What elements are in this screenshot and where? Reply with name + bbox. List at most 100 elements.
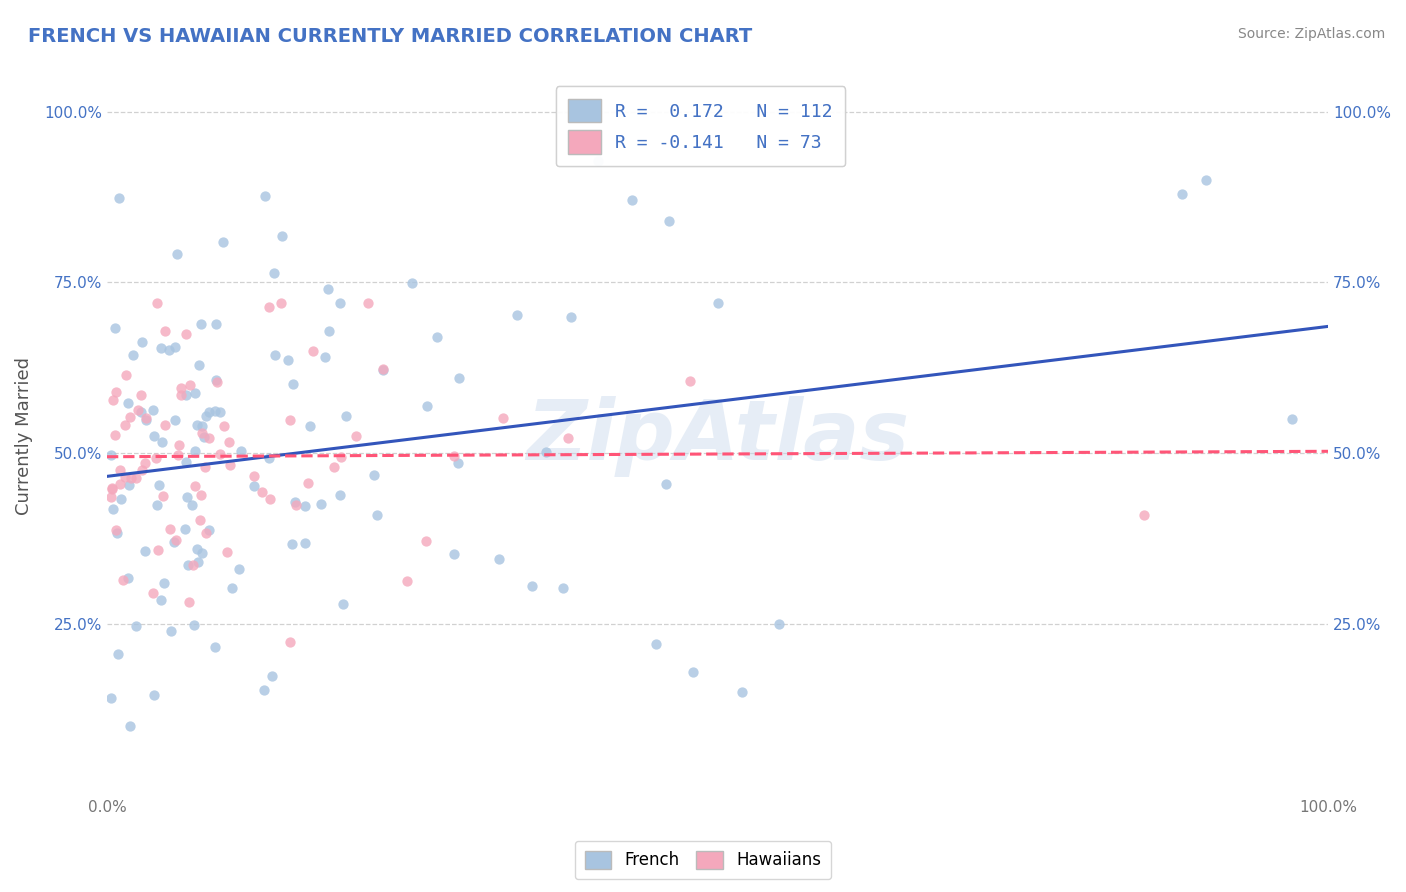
Point — [264, 348, 287, 362]
Point — [335, 409, 357, 423]
Point — [134, 457, 156, 471]
Point — [205, 376, 228, 390]
Point — [177, 595, 200, 609]
Point — [107, 191, 129, 205]
Point — [117, 478, 139, 492]
Point — [205, 318, 228, 332]
Point — [416, 400, 439, 414]
Point — [299, 418, 322, 433]
Point — [186, 542, 208, 557]
Point — [250, 484, 273, 499]
Point — [167, 438, 190, 452]
Point — [131, 463, 153, 477]
Point — [107, 647, 129, 661]
Point — [330, 450, 353, 465]
Point — [1133, 508, 1156, 522]
Point — [1281, 412, 1303, 426]
Point — [302, 344, 325, 359]
Point — [294, 536, 316, 550]
Point — [253, 682, 276, 697]
Point — [1170, 186, 1192, 201]
Point — [146, 543, 169, 558]
Point — [344, 428, 367, 442]
Point — [101, 483, 124, 497]
Point — [142, 403, 165, 417]
Point — [101, 501, 124, 516]
Point — [329, 296, 352, 310]
Point — [366, 508, 388, 523]
Point — [150, 435, 173, 450]
Point — [449, 371, 471, 385]
Point — [586, 154, 609, 169]
Point — [150, 341, 173, 355]
Point — [174, 327, 197, 342]
Point — [165, 340, 187, 354]
Point — [131, 334, 153, 349]
Point — [122, 348, 145, 362]
Point — [294, 499, 316, 513]
Point — [145, 296, 167, 310]
Point — [621, 194, 644, 208]
Point — [135, 410, 157, 425]
Point — [167, 448, 190, 462]
Point — [215, 544, 238, 558]
Point — [134, 544, 156, 558]
Point — [283, 376, 305, 391]
Point — [1195, 173, 1218, 187]
Point — [104, 321, 127, 335]
Text: ZipAtlas: ZipAtlas — [526, 395, 910, 476]
Point — [212, 235, 235, 250]
Text: FRENCH VS HAWAIIAN CURRENTLY MARRIED CORRELATION CHART: FRENCH VS HAWAIIAN CURRENTLY MARRIED COR… — [28, 27, 752, 45]
Point — [768, 616, 790, 631]
Point — [174, 522, 197, 536]
Point — [105, 525, 128, 540]
Point — [159, 624, 181, 638]
Point — [218, 458, 240, 472]
Point — [170, 388, 193, 402]
Point — [278, 412, 301, 426]
Point — [506, 308, 529, 322]
Point — [415, 533, 437, 548]
Point — [658, 214, 681, 228]
Point — [270, 296, 292, 310]
Point — [100, 448, 122, 462]
Point — [174, 388, 197, 402]
Point — [174, 455, 197, 469]
Point — [153, 576, 176, 591]
Point — [560, 310, 582, 324]
Y-axis label: Currently Married: Currently Married — [15, 357, 32, 515]
Point — [135, 413, 157, 427]
Point — [194, 460, 217, 475]
Point — [311, 497, 333, 511]
Point — [277, 352, 299, 367]
Point — [212, 419, 235, 434]
Point — [191, 419, 214, 434]
Point — [104, 384, 127, 399]
Point — [184, 479, 207, 493]
Point — [198, 404, 221, 418]
Point — [520, 579, 543, 593]
Point — [198, 432, 221, 446]
Point — [197, 523, 219, 537]
Point — [103, 427, 125, 442]
Point — [297, 476, 319, 491]
Point — [682, 665, 704, 679]
Point — [645, 637, 668, 651]
Point — [322, 460, 344, 475]
Point — [218, 434, 240, 449]
Point — [195, 526, 218, 541]
Point — [184, 444, 207, 458]
Point — [191, 425, 214, 440]
Point — [114, 368, 136, 382]
Point — [263, 266, 285, 280]
Point — [363, 467, 385, 482]
Point — [260, 669, 283, 683]
Point — [190, 318, 212, 332]
Point — [177, 558, 200, 572]
Point — [146, 498, 169, 512]
Point — [316, 281, 339, 295]
Point — [153, 325, 176, 339]
Point — [100, 490, 122, 504]
Point — [270, 229, 292, 244]
Point — [401, 277, 423, 291]
